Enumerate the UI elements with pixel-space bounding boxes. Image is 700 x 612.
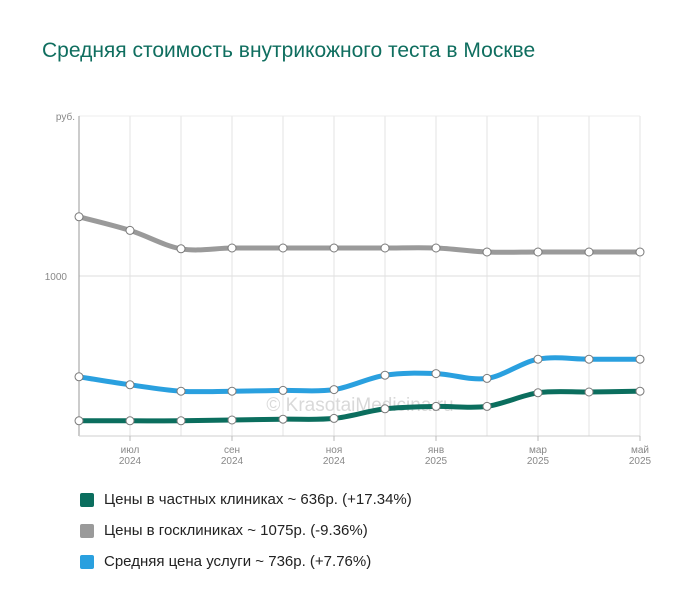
data-point [74,212,84,222]
legend-item-average[interactable]: Средняя цена услуги ~ 736р. (+7.76%) [80,546,412,577]
data-point [125,416,135,426]
x-tick-label-month: ноя [326,445,343,456]
data-point [584,387,594,397]
data-point [176,416,186,426]
data-point [74,416,84,426]
watermark: © KrasotaiMedicina.ru [266,395,453,416]
data-point [125,225,135,235]
data-point [482,401,492,411]
legend-item-public[interactable]: Цены в госклиниках ~ 1075р. (-9.36%) [80,515,412,546]
x-tick-label-year: 2024 [221,456,244,467]
data-point [584,354,594,364]
data-point [74,372,84,382]
data-point [227,386,237,396]
legend-swatch-private [80,492,94,507]
legend-item-private[interactable]: Цены в частных клиниках ~ 636р. (+17.34%… [80,484,412,515]
data-point [125,380,135,390]
data-point [380,370,390,380]
data-point [329,413,339,423]
legend-label-public: Цены в госклиниках ~ 1075р. (-9.36%) [104,522,368,539]
data-point [431,401,441,411]
data-point [635,247,645,257]
data-point [431,369,441,379]
data-point [176,244,186,254]
data-point [380,243,390,253]
line-chart: 1000руб.июл2024сен2024ноя2024янв2025мар2… [45,111,652,467]
data-point [533,247,543,257]
data-point [278,414,288,424]
legend-label-private: Цены в частных клиниках ~ 636р. (+17.34%… [104,491,412,508]
x-tick-label-month: сен [224,445,240,456]
x-tick-label-month: янв [428,445,444,456]
data-point [533,388,543,398]
legend-swatch-average [80,554,94,569]
x-tick-label-year: 2025 [527,456,550,467]
x-tick-label-month: июл [121,445,140,456]
x-tick-label-year: 2025 [629,456,652,467]
y-axis-unit-label: руб. [56,111,75,123]
x-tick-label-month: май [631,445,649,456]
x-tick-label-month: мар [529,445,547,456]
data-point [278,385,288,395]
legend-label-average: Средняя цена услуги ~ 736р. (+7.76%) [104,553,372,570]
data-point [329,385,339,395]
data-point [380,404,390,414]
legend-swatch-public [80,523,94,538]
data-point [329,243,339,253]
legend: Цены в частных клиниках ~ 636р. (+17.34%… [80,484,412,577]
series-line [76,214,643,255]
x-tick-label-year: 2024 [323,456,346,467]
data-point [278,243,288,253]
data-point [635,354,645,364]
data-point [482,373,492,383]
data-point [533,354,543,364]
data-point [584,247,594,257]
y-tick-label: 1000 [45,272,68,283]
x-tick-label-year: 2024 [119,456,142,467]
data-point [176,386,186,396]
data-point [227,415,237,425]
data-point [635,386,645,396]
series-line [76,355,643,395]
x-tick-label-year: 2025 [425,456,448,467]
data-point [482,247,492,257]
data-point [227,243,237,253]
chart-title: Средняя стоимость внутрикожного теста в … [42,39,536,62]
data-point [431,243,441,253]
